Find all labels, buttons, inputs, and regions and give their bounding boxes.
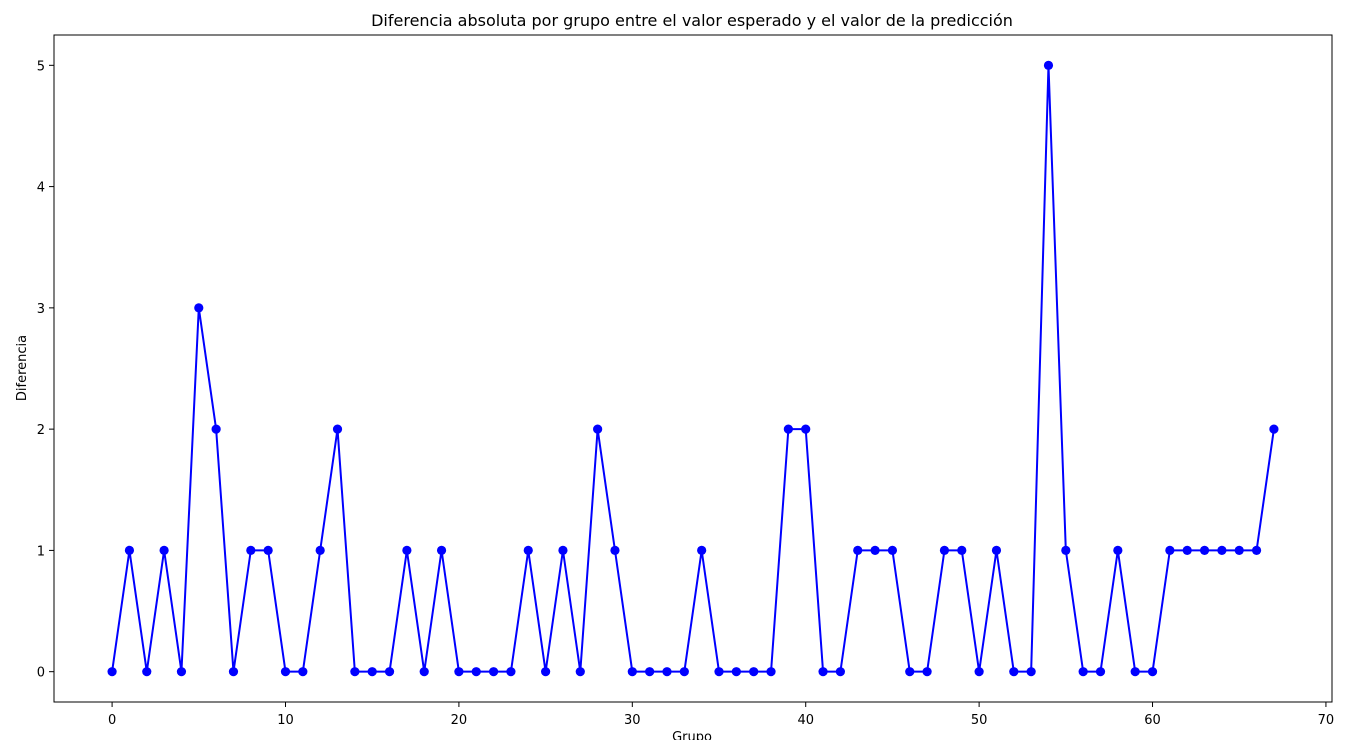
- data-point: [1251, 545, 1262, 556]
- data-point: [870, 545, 880, 556]
- x-axis: 0 10 20 30 40 50 60 70: [108, 702, 1334, 728]
- data-point: [228, 667, 239, 677]
- data-point: [593, 424, 603, 434]
- data-point: [1009, 667, 1019, 677]
- data-point: [124, 545, 135, 556]
- y-tick-label: 4: [37, 181, 45, 196]
- data-point: [731, 667, 741, 677]
- data-point: [402, 545, 412, 556]
- data-point: [142, 667, 152, 677]
- data-point: [194, 303, 204, 313]
- data-point: [350, 667, 360, 677]
- data-point: [783, 424, 793, 434]
- chart-title: Diferencia absoluta por grupo entre el v…: [371, 11, 1013, 30]
- plot-frame: [53, 34, 1333, 703]
- x-axis-label: Grupo: [672, 730, 712, 740]
- data-point: [419, 667, 429, 677]
- x-tick-label: 0: [108, 713, 116, 728]
- data-point: [662, 667, 672, 677]
- y-tick-label: 5: [37, 59, 45, 74]
- plot-area: [107, 60, 1279, 677]
- data-point: [974, 667, 984, 677]
- data-point: [558, 545, 568, 556]
- data-point: [1113, 545, 1123, 556]
- x-tick-label: 50: [971, 713, 988, 728]
- x-tick-label: 10: [277, 713, 294, 728]
- data-point: [367, 667, 377, 677]
- data-point: [801, 424, 811, 434]
- data-point: [246, 545, 256, 556]
- data-point: [523, 545, 533, 556]
- data-point: [1061, 545, 1071, 556]
- y-axis: 0 1 2 3 4 5: [37, 59, 54, 681]
- data-point: [315, 545, 325, 556]
- data-point: [488, 667, 499, 677]
- data-point: [1026, 667, 1036, 677]
- data-point: [1199, 545, 1210, 556]
- data-point: [939, 545, 950, 556]
- series-line: [111, 64, 1275, 673]
- data-point: [454, 667, 464, 677]
- x-tick-label: 30: [624, 713, 641, 728]
- data-point: [263, 545, 273, 556]
- data-point: [835, 667, 845, 677]
- x-tick-label: 60: [1144, 713, 1161, 728]
- data-point: [679, 667, 689, 677]
- data-point: [332, 424, 343, 434]
- data-point: [107, 667, 117, 677]
- data-point: [159, 545, 169, 556]
- data-point: [714, 667, 724, 677]
- x-tick-label: 40: [797, 713, 814, 728]
- data-point: [818, 667, 828, 677]
- data-point: [697, 545, 707, 556]
- data-point: [1165, 545, 1175, 556]
- data-point: [280, 667, 291, 677]
- data-point: [1130, 667, 1140, 677]
- data-point: [1217, 545, 1227, 556]
- data-point: [922, 667, 932, 677]
- data-point: [211, 424, 221, 434]
- data-point: [610, 545, 620, 556]
- x-tick-label: 20: [451, 713, 468, 728]
- data-point: [1147, 667, 1158, 677]
- y-tick-label: 1: [37, 544, 45, 559]
- y-axis-label: Diferencia: [15, 335, 30, 401]
- data-point: [471, 667, 481, 677]
- data-point: [1095, 667, 1106, 677]
- data-point: [645, 667, 655, 677]
- data-point: [298, 667, 308, 677]
- data-point: [627, 667, 637, 677]
- data-point: [887, 545, 898, 556]
- data-point: [575, 667, 585, 677]
- data-point: [1269, 424, 1279, 434]
- data-point: [1234, 545, 1244, 556]
- data-point: [905, 667, 915, 677]
- data-point: [1182, 545, 1192, 556]
- data-point: [853, 545, 863, 556]
- data-point: [436, 545, 447, 556]
- data-point: [991, 545, 1002, 556]
- data-point: [176, 667, 187, 677]
- x-tick-label: 70: [1318, 713, 1335, 728]
- data-point: [506, 667, 516, 677]
- y-tick-label: 2: [37, 423, 45, 438]
- data-point: [384, 667, 395, 677]
- data-point: [1043, 60, 1054, 70]
- y-tick-label: 0: [37, 666, 45, 681]
- data-point: [766, 667, 776, 677]
- data-point: [1078, 667, 1088, 677]
- data-point: [749, 667, 759, 677]
- data-point: [541, 667, 551, 677]
- data-point: [957, 545, 967, 556]
- y-tick-label: 3: [37, 302, 45, 317]
